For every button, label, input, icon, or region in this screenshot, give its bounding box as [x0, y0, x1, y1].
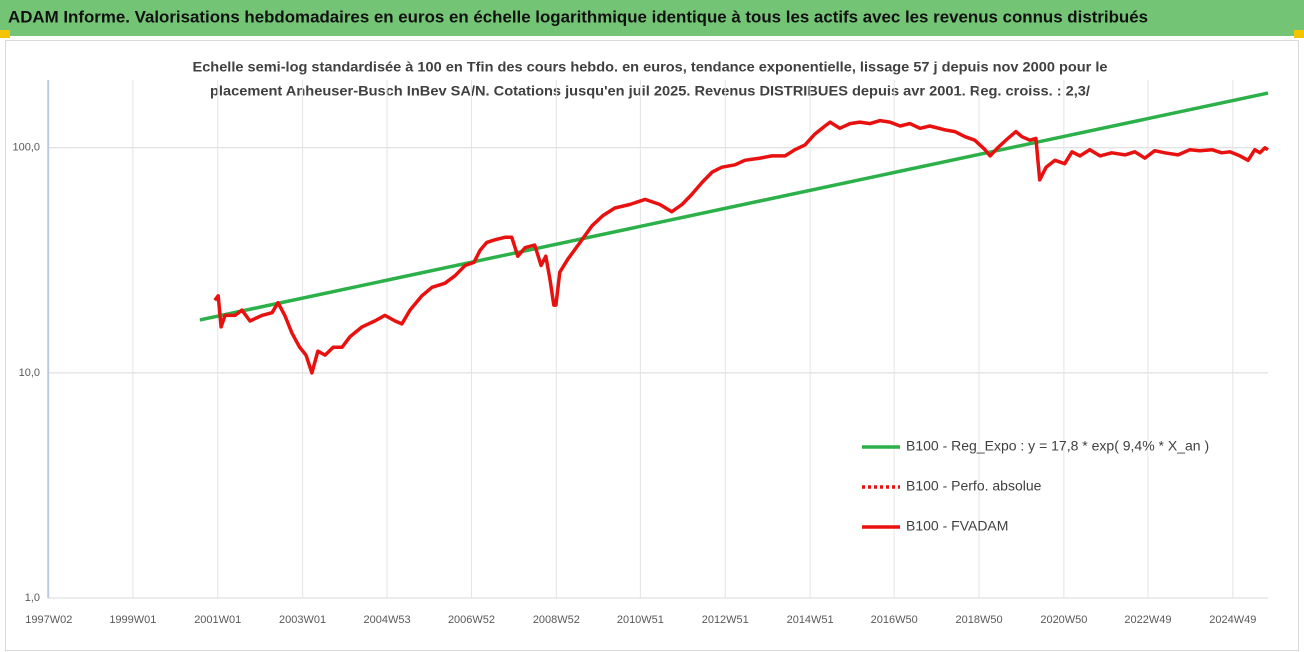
page-title: ADAM Informe. Valorisations hebdomadaire… [8, 7, 1148, 26]
x-tick-label: 2014W51 [787, 614, 834, 626]
x-tick-label: 2008W52 [533, 614, 580, 626]
banner [0, 0, 1304, 36]
series-line [199, 91, 1269, 322]
y-tick-label: 100,0 [12, 142, 40, 154]
x-tick-label: 2018W50 [955, 614, 1002, 626]
x-tick-label: 2004W53 [364, 614, 411, 626]
chart-frame [5, 40, 1299, 651]
legend-label: B100 - Reg_Expo : y = 17,8 * exp( 9,4% *… [906, 438, 1209, 454]
x-tick-label: 2024W49 [1209, 614, 1256, 626]
corner-mark [1294, 30, 1304, 38]
y-tick-label: 1,0 [25, 592, 40, 604]
x-tick-label: 2022W49 [1124, 614, 1171, 626]
x-tick-label: 2016W50 [871, 614, 918, 626]
legend-label: B100 - Perfo. absolue [906, 478, 1042, 494]
y-tick-label: 10,0 [19, 367, 40, 379]
x-tick-label: 1997W02 [25, 614, 72, 626]
x-tick-label: 2010W51 [617, 614, 664, 626]
series-line [213, 118, 1269, 375]
x-tick-label: 2003W01 [279, 614, 326, 626]
x-tick-label: 2001W01 [194, 614, 241, 626]
chart-subtitle: Echelle semi-log standardisée à 100 en T… [193, 59, 1108, 75]
x-tick-label: 1999W01 [109, 614, 156, 626]
chart-subtitle: placement Anheuser-Busch InBev SA/N. Cot… [210, 83, 1090, 99]
x-tick-label: 2012W51 [702, 614, 749, 626]
legend-label: B100 - FVADAM [906, 518, 1008, 534]
x-tick-label: 2020W50 [1040, 614, 1087, 626]
corner-mark [0, 30, 10, 38]
x-tick-label: 2006W52 [448, 614, 495, 626]
